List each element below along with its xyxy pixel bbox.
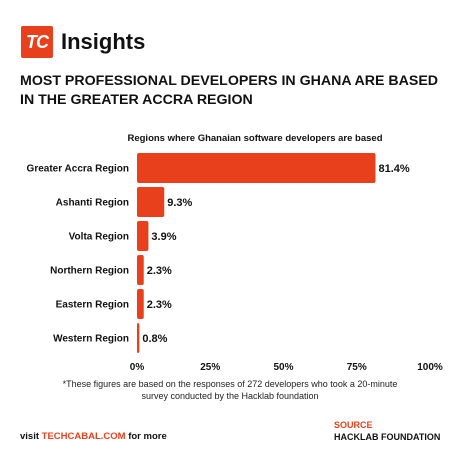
bar xyxy=(137,289,144,319)
category-label: Greater Accra Region xyxy=(27,164,129,175)
source-label: SOURCE xyxy=(334,420,373,430)
x-tick-label: 0% xyxy=(130,362,145,373)
bar xyxy=(137,153,376,183)
chart-title: Regions where Ghanaian software develope… xyxy=(127,133,382,144)
x-tick-label: 25% xyxy=(200,362,220,373)
x-tick-label: 100% xyxy=(417,362,443,373)
brand-name: Insights xyxy=(61,29,146,54)
footnote: *These figures are based on the response… xyxy=(62,379,398,401)
visit-prefix: visit xyxy=(20,431,42,442)
headline: MOST PROFESSIONAL DEVELOPERS IN GHANA AR… xyxy=(20,73,439,108)
visit-site-link[interactable]: TECHCABAL.COM xyxy=(41,431,126,442)
value-label: 2.3% xyxy=(147,299,172,311)
value-label: 0.8% xyxy=(142,333,167,345)
brand: TC Insights xyxy=(21,26,145,58)
value-label: 3.9% xyxy=(151,231,176,243)
bar xyxy=(137,323,140,353)
visit-line: visit TECHCABAL.COM for more xyxy=(20,431,167,442)
value-label: 81.4% xyxy=(379,163,410,175)
source-name: HACKLAB FOUNDATION xyxy=(334,432,441,442)
category-label: Ashanti Region xyxy=(56,198,129,209)
value-label: 9.3% xyxy=(167,197,192,209)
techcabal-logo-icon: TC xyxy=(21,26,53,58)
bar-chart: Regions where Ghanaian software develope… xyxy=(27,133,443,373)
x-tick-label: 50% xyxy=(273,362,293,373)
source-block: SOURCE HACKLAB FOUNDATION xyxy=(334,419,440,443)
x-tick-label: 75% xyxy=(347,362,367,373)
category-label: Eastern Region xyxy=(56,300,129,311)
category-label: Northern Region xyxy=(50,266,129,277)
bar xyxy=(137,187,165,217)
category-label: Western Region xyxy=(53,334,129,345)
category-label: Volta Region xyxy=(69,232,129,243)
bar xyxy=(137,221,149,251)
bar xyxy=(137,255,144,285)
visit-suffix: for more xyxy=(125,431,167,442)
value-label: 2.3% xyxy=(147,265,172,277)
